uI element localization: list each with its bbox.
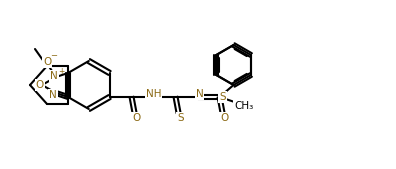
Text: O: O bbox=[132, 113, 141, 123]
Text: +: + bbox=[58, 67, 64, 77]
Text: O: O bbox=[43, 57, 51, 67]
Text: N: N bbox=[196, 89, 204, 99]
Text: N: N bbox=[49, 90, 57, 100]
Text: O: O bbox=[36, 80, 44, 90]
Text: S: S bbox=[219, 92, 226, 102]
Text: CH₃: CH₃ bbox=[234, 101, 253, 111]
Text: NH: NH bbox=[146, 89, 161, 99]
Text: O: O bbox=[221, 113, 229, 123]
Text: N: N bbox=[50, 71, 58, 81]
Text: −: − bbox=[51, 52, 57, 61]
Text: S: S bbox=[177, 113, 184, 123]
